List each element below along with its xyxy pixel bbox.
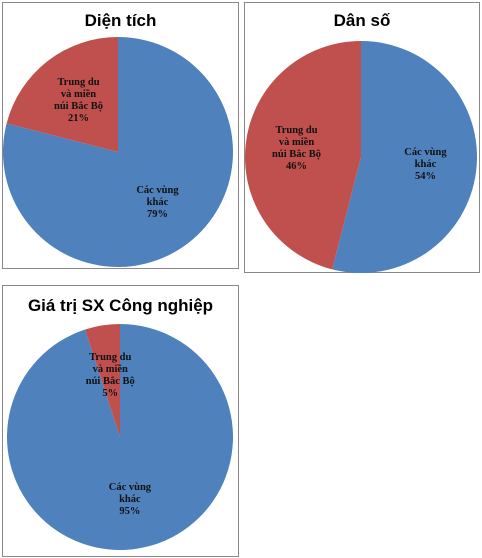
chart-title: Diện tích (84, 11, 157, 30)
pie-slice (3, 37, 234, 267)
data-label-category: Các vùng khác (136, 184, 179, 208)
data-label-category: Trung du và miền núi Bắc Bộ (54, 77, 104, 113)
data-label-category: Trung du và miền núi Bắc Bộ (272, 124, 322, 160)
data-label-value: 46% (286, 160, 308, 172)
data-label: Trung du và miền núi Bắc Bộ 46% (271, 125, 323, 173)
data-label-category: Các vùng khác (404, 147, 447, 171)
data-label-value: 95% (119, 505, 141, 517)
data-label-value: 21% (68, 113, 90, 125)
chart-title: Giá trị SX Công nghiệp (27, 296, 214, 315)
pie-slice (6, 37, 118, 152)
pie-slice (85, 324, 120, 437)
data-label: Các vùng khác 79% (131, 185, 183, 221)
data-label-value: 54% (414, 171, 436, 183)
pie-slice (332, 41, 477, 273)
pie-slice (244, 41, 361, 270)
data-label: Trung du và miền núi Bắc Bộ 21% (53, 77, 105, 125)
data-label: Các vùng khác 54% (399, 147, 451, 183)
data-label-category: Trung du và miền núi Bắc Bộ (85, 351, 135, 387)
data-label: Các vùng khác 95% (104, 482, 156, 518)
data-label-category: Các vùng khác (108, 481, 152, 505)
chart-title: Dân số (333, 11, 391, 30)
data-label: Trung du và miền núi Bắc Bộ 5% (84, 352, 136, 400)
data-label-value: 5% (102, 387, 119, 399)
data-label-value: 79% (146, 208, 168, 220)
